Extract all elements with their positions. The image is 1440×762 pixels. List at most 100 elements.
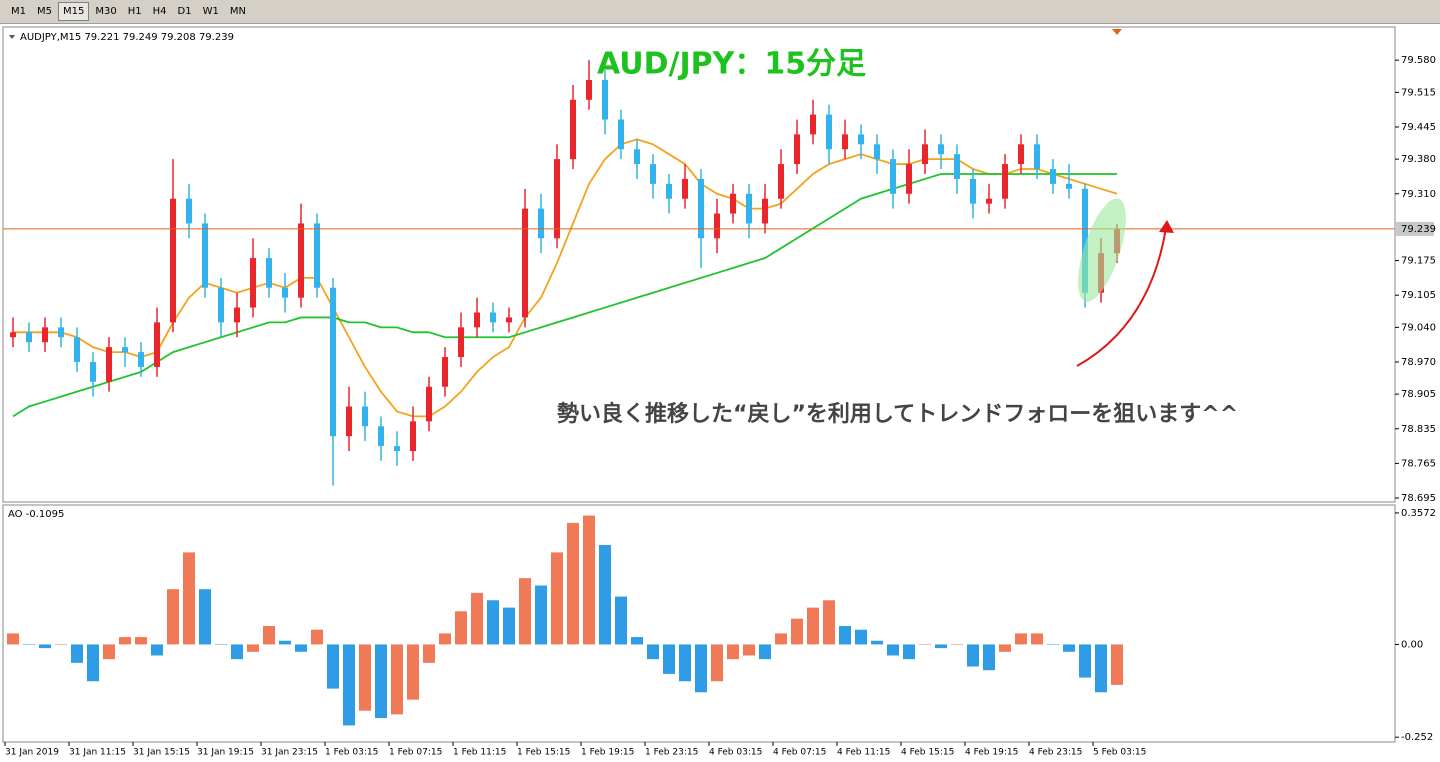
candle-body: [1066, 183, 1072, 189]
y-tick-label: 78.905: [1401, 389, 1436, 400]
candle-body: [554, 159, 560, 239]
ao-bar: [231, 644, 243, 660]
ao-bar: [1079, 644, 1091, 678]
ao-bar: [55, 644, 67, 645]
ao-bar: [487, 600, 499, 645]
moving-average: [13, 138, 1118, 418]
ao-bar: [23, 644, 35, 645]
ao-bar: [727, 644, 739, 660]
timeframe-button[interactable]: M15: [58, 2, 90, 21]
ao-bar: [295, 644, 307, 652]
candle-body: [218, 287, 224, 323]
candle-body: [906, 164, 912, 194]
ao-bar: [279, 640, 291, 645]
x-tick-label: 4 Feb 03:15: [709, 748, 762, 758]
timeframe-button[interactable]: M5: [37, 6, 52, 17]
x-tick-label: 31 Jan 2019: [5, 748, 59, 758]
candle-body: [202, 223, 208, 288]
ao-bar: [759, 644, 771, 660]
ao-panel: [2, 504, 1396, 743]
ao-bar: [823, 600, 835, 645]
candle-body: [730, 193, 736, 214]
ao-bar: [1095, 644, 1107, 693]
y-tick-label: 79.515: [1401, 87, 1436, 98]
candle-body: [858, 134, 864, 145]
ao-bar: [551, 552, 563, 645]
timeframe-button[interactable]: H1: [127, 6, 142, 17]
candle-body: [138, 352, 144, 367]
candle-body: [266, 258, 272, 288]
ao-bar: [743, 644, 755, 656]
ao-bar: [599, 545, 611, 645]
candle-body: [778, 164, 784, 199]
candle-body: [250, 258, 256, 308]
candle-body: [810, 114, 816, 135]
ao-bar: [39, 644, 51, 649]
x-tick-label: 4 Feb 19:15: [965, 748, 1018, 758]
timeframe-button[interactable]: W1: [202, 6, 219, 17]
timeframe-button[interactable]: M30: [95, 6, 117, 17]
ao-bar: [183, 552, 195, 645]
x-tick-label: 31 Jan 19:15: [197, 748, 254, 758]
candle-body: [42, 327, 48, 343]
price-panel: [2, 26, 1396, 503]
candle-body: [746, 193, 752, 224]
arrow: [1076, 227, 1167, 367]
ao-bar: [343, 644, 355, 726]
ao-bar: [647, 644, 659, 660]
ao-bar: [151, 644, 163, 656]
candle-body: [762, 198, 768, 224]
candle-body: [714, 213, 720, 239]
ao-bar: [199, 589, 211, 645]
candle-body: [794, 134, 800, 165]
symbol-arrow: [9, 35, 15, 39]
ao-bar: [711, 644, 723, 682]
candle-body: [474, 312, 480, 328]
x-tick-label: 31 Jan 11:15: [69, 748, 126, 758]
ao-bar: [887, 644, 899, 656]
ao-bar: [215, 644, 227, 645]
candle-body: [682, 178, 688, 199]
ao-bar: [695, 644, 707, 693]
x-tick-label: 4 Feb 15:15: [901, 748, 954, 758]
ao-bar: [871, 640, 883, 645]
y-tick-label: 0.3572: [1401, 508, 1436, 519]
ao-bar: [247, 644, 259, 652]
ao-title: AO -0.1095: [8, 509, 64, 520]
candle-body: [154, 322, 160, 367]
candle-body: [890, 159, 896, 194]
timeframe-button[interactable]: D1: [177, 6, 192, 17]
candle-body: [394, 446, 400, 452]
timeframe-button[interactable]: MN: [229, 6, 246, 17]
y-tick-label: 79.380: [1401, 154, 1436, 165]
ao-bar: [1015, 633, 1027, 645]
ao-bar: [119, 637, 131, 645]
timeframe-button[interactable]: H4: [152, 6, 167, 17]
candle-body: [938, 144, 944, 155]
y-tick-label: 78.765: [1401, 458, 1436, 469]
candle-body: [490, 312, 496, 323]
current-price-label: 79.239: [1401, 224, 1436, 235]
ao-bar: [1063, 644, 1075, 652]
ao-bar: [439, 633, 451, 645]
candle-body: [634, 149, 640, 165]
candle-body: [666, 183, 672, 199]
highlight: [1078, 198, 1126, 302]
moving-average: [12, 173, 1117, 418]
candle-body: [346, 406, 352, 437]
candle-body: [570, 99, 576, 160]
candle-body: [970, 178, 976, 204]
y-tick-label: 78.835: [1401, 424, 1436, 435]
ao-bar: [455, 611, 467, 645]
y-tick-label: 0.00: [1401, 639, 1423, 650]
candle-body: [506, 317, 512, 323]
ao-bar: [471, 592, 483, 645]
ao-bar: [71, 644, 83, 663]
ao-bar: [519, 578, 531, 645]
shift-marker: [1112, 29, 1122, 35]
timeframe-button[interactable]: M1: [11, 6, 26, 17]
ao-bar: [535, 585, 547, 645]
y-tick-label: 79.310: [1401, 189, 1436, 200]
candle-body: [442, 357, 448, 387]
